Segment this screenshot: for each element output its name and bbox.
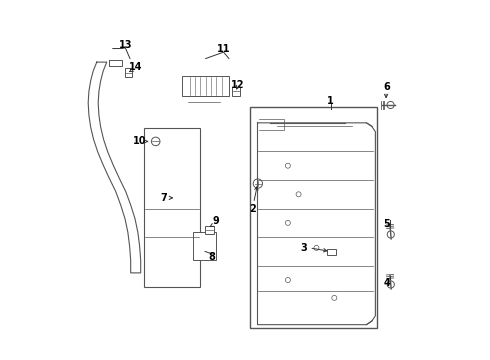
Text: 4: 4: [384, 278, 390, 288]
Bar: [250, 107, 377, 328]
Text: 9: 9: [212, 216, 219, 226]
Text: 11: 11: [217, 44, 230, 54]
Text: 13: 13: [119, 40, 132, 50]
Bar: [327, 249, 336, 255]
Text: 3: 3: [300, 243, 307, 253]
Bar: [205, 226, 214, 234]
Bar: [125, 68, 132, 77]
FancyBboxPatch shape: [144, 128, 199, 287]
Text: 14: 14: [129, 63, 143, 72]
Text: 8: 8: [209, 252, 216, 262]
Text: 6: 6: [384, 82, 390, 92]
Text: 5: 5: [384, 219, 390, 229]
Bar: [232, 87, 240, 96]
Text: 7: 7: [160, 193, 167, 203]
Bar: [182, 76, 229, 96]
Text: 2: 2: [249, 203, 255, 213]
Text: 10: 10: [133, 136, 147, 147]
Text: 12: 12: [231, 80, 245, 90]
Text: 1: 1: [327, 96, 334, 107]
Bar: [193, 232, 217, 260]
